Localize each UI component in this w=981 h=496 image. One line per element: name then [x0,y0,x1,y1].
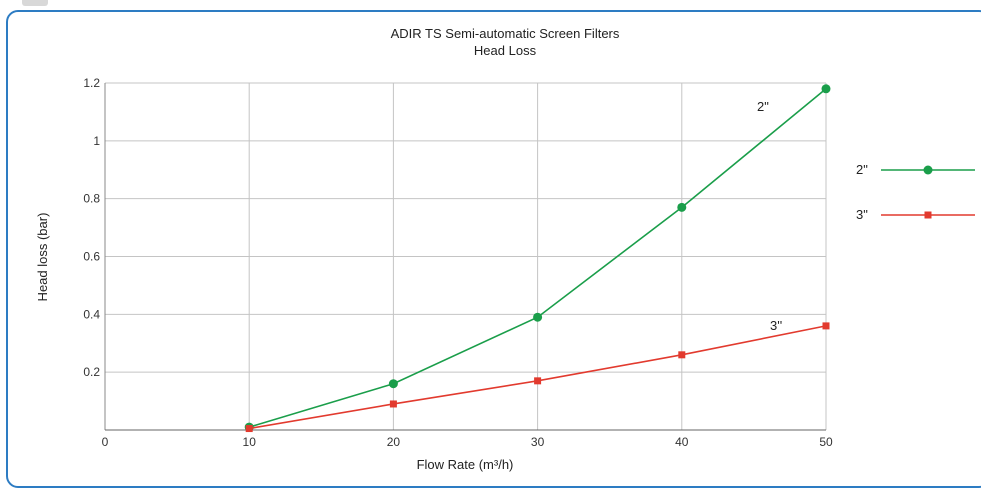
y-tick-label: 1.2 [83,76,100,90]
x-tick-label: 30 [531,435,545,449]
chart-frame [6,10,981,488]
y-axis-label: Head loss (bar) [35,213,50,302]
data-point [821,84,831,94]
y-tick-labels: 0.2 0.4 0.6 0.8 1 1.2 [83,76,100,379]
data-point [677,202,687,212]
x-tick-label: 20 [387,435,401,449]
data-point [388,379,398,389]
series-inline-label: 2" [757,99,769,114]
data-point [389,400,397,408]
y-tick-label: 0.4 [83,307,100,321]
chart-subtitle: Head Loss [474,43,537,58]
legend: 2" 3" [856,162,975,222]
data-point [822,322,830,330]
series-inline-label: 3'' [770,318,782,333]
x-tick-label: 0 [102,435,109,449]
y-tick-label: 0.8 [83,192,100,206]
series-layer: 2" 3'' [244,84,831,433]
data-point [678,351,686,359]
y-tick-label: 0.2 [83,365,100,379]
y-tick-label: 0.6 [83,250,100,264]
legend-marker [924,211,932,219]
data-point [533,312,543,322]
chart-title: ADIR TS Semi-automatic Screen Filters [391,26,620,41]
window-tab-stub [22,0,48,6]
x-tick-label: 40 [675,435,689,449]
data-point [534,377,542,385]
grid-lines [105,82,827,430]
x-tick-label: 50 [819,435,833,449]
axes [104,83,826,431]
legend-label: 3" [856,207,868,222]
data-point [245,425,253,433]
legend-label: 2" [856,162,868,177]
legend-marker [923,165,933,175]
x-tick-label: 10 [243,435,257,449]
x-axis-label: Flow Rate (m³/h) [417,457,514,472]
y-tick-label: 1 [93,134,100,148]
x-tick-labels: 0 10 20 30 40 50 [102,435,833,449]
